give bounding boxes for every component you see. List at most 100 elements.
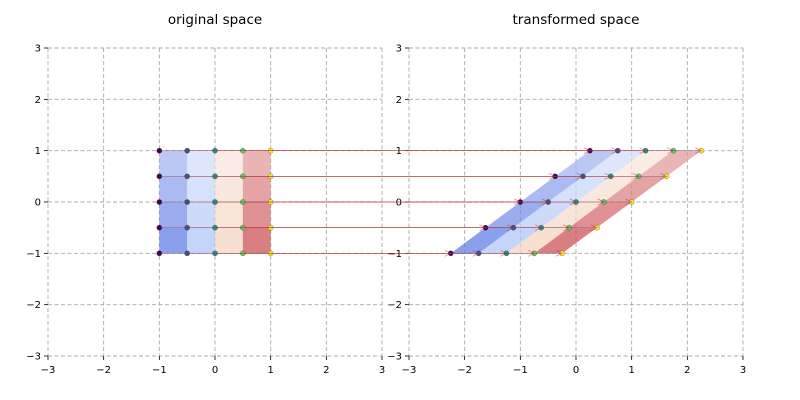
lattice-cell xyxy=(215,202,243,228)
arrow-head xyxy=(569,198,577,206)
arrow-head xyxy=(479,224,487,231)
data-point xyxy=(184,147,190,154)
mapping-arrows xyxy=(159,147,703,257)
arrow-head xyxy=(639,147,647,154)
arrow-head xyxy=(590,224,598,231)
lattice-cell xyxy=(450,227,514,254)
lattice-cell xyxy=(215,176,243,202)
lattice-cell xyxy=(159,227,188,254)
arrow-head xyxy=(562,224,570,231)
y-tick-label: 3 xyxy=(35,44,41,55)
lattice-cell xyxy=(242,176,271,202)
data-point xyxy=(156,147,163,154)
arrow-head xyxy=(507,224,515,231)
arrow-head xyxy=(500,250,508,257)
arrow-head xyxy=(472,250,480,257)
lattice-cell xyxy=(555,150,618,177)
lattice-cell xyxy=(242,202,271,228)
x-tick-label: 0 xyxy=(212,365,218,376)
arrow-head xyxy=(555,250,563,257)
arrow-head xyxy=(611,147,619,154)
arrow-head xyxy=(625,198,633,206)
data-point xyxy=(212,173,218,180)
lattice-cell xyxy=(242,227,271,254)
data-point xyxy=(240,224,246,231)
arrow-head xyxy=(604,173,612,180)
data-point xyxy=(184,199,190,205)
y-tick-label: −3 xyxy=(26,352,41,363)
x-tick-label: −3 xyxy=(402,365,417,376)
y-tick-label: 2 xyxy=(35,95,41,106)
x-tick-label: 0 xyxy=(573,365,579,376)
data-point xyxy=(240,199,246,205)
lattice-cell xyxy=(513,202,576,228)
data-point xyxy=(267,224,274,231)
y-tick-label: 1 xyxy=(396,146,402,157)
arrow-head xyxy=(535,224,542,231)
data-point xyxy=(267,147,274,154)
lattice-cell xyxy=(638,150,702,177)
data-point xyxy=(184,173,190,180)
lattice-cell xyxy=(478,227,542,254)
arrow-head xyxy=(528,250,536,257)
arrow-head xyxy=(583,147,591,154)
data-point xyxy=(212,147,218,154)
data-point xyxy=(156,224,163,231)
x-tick-label: −1 xyxy=(152,365,167,376)
y-tick-label: 1 xyxy=(35,146,41,157)
lattice-cell xyxy=(569,202,632,228)
x-tick-label: −2 xyxy=(457,365,472,376)
arrow-head xyxy=(444,250,452,257)
lattice-cell xyxy=(485,202,549,228)
arrow-head xyxy=(548,173,556,180)
data-point xyxy=(156,250,163,257)
data-point xyxy=(156,173,163,180)
lattice-cell xyxy=(610,150,674,177)
lattice-cell xyxy=(187,227,215,254)
lattice-cell xyxy=(541,202,604,228)
x-tick-label: 2 xyxy=(323,365,329,376)
arrow-head xyxy=(576,173,584,180)
data-point xyxy=(212,250,218,257)
lattice-cell xyxy=(603,176,667,202)
panel-original-space: original space −3−3 −2 −2 −1 −1 0 0 1 1 2 2 3 3 xyxy=(26,12,385,376)
y-tick-label: −1 xyxy=(26,249,41,260)
x-tick-label: 3 xyxy=(379,365,385,376)
y-tick-label: −2 xyxy=(387,300,402,311)
arrow-head xyxy=(695,147,703,154)
lattice-cell xyxy=(215,150,243,177)
panel-title: original space xyxy=(168,12,262,28)
arrow-head xyxy=(514,198,522,206)
y-tick-label: −1 xyxy=(387,249,402,260)
panel-transformed-space: transformed space −3−3 −2 −2 −1 −1 0 0 1 1 2 2 3 3 xyxy=(387,12,746,376)
data-point xyxy=(240,147,246,154)
data-point xyxy=(267,250,274,257)
data-point xyxy=(184,224,190,231)
arrow-head xyxy=(632,173,640,180)
y-tick-label: 0 xyxy=(396,198,402,209)
x-tick-label: −1 xyxy=(513,365,528,376)
x-tick-label: 3 xyxy=(740,365,746,376)
arrow-head xyxy=(542,198,549,206)
data-point xyxy=(267,199,274,205)
data-point xyxy=(212,199,218,205)
lattice-cell xyxy=(576,176,639,202)
arrow-head xyxy=(660,173,668,180)
lattice-cell xyxy=(520,176,583,202)
y-tick-label: 3 xyxy=(396,44,402,55)
lattice-cell xyxy=(215,227,243,254)
x-tick-label: 2 xyxy=(684,365,690,376)
y-tick-label: 0 xyxy=(35,198,41,209)
x-tick-label: 1 xyxy=(628,365,634,376)
data-point xyxy=(184,250,190,257)
lattice-cell xyxy=(159,150,188,177)
data-point xyxy=(240,250,246,257)
data-point xyxy=(267,173,274,180)
x-tick-label: −2 xyxy=(96,365,111,376)
lattice-cell xyxy=(582,150,646,177)
lattice-cell xyxy=(187,202,215,228)
data-point xyxy=(240,173,246,180)
lattice-cell xyxy=(548,176,611,202)
arrow-head xyxy=(597,198,605,206)
